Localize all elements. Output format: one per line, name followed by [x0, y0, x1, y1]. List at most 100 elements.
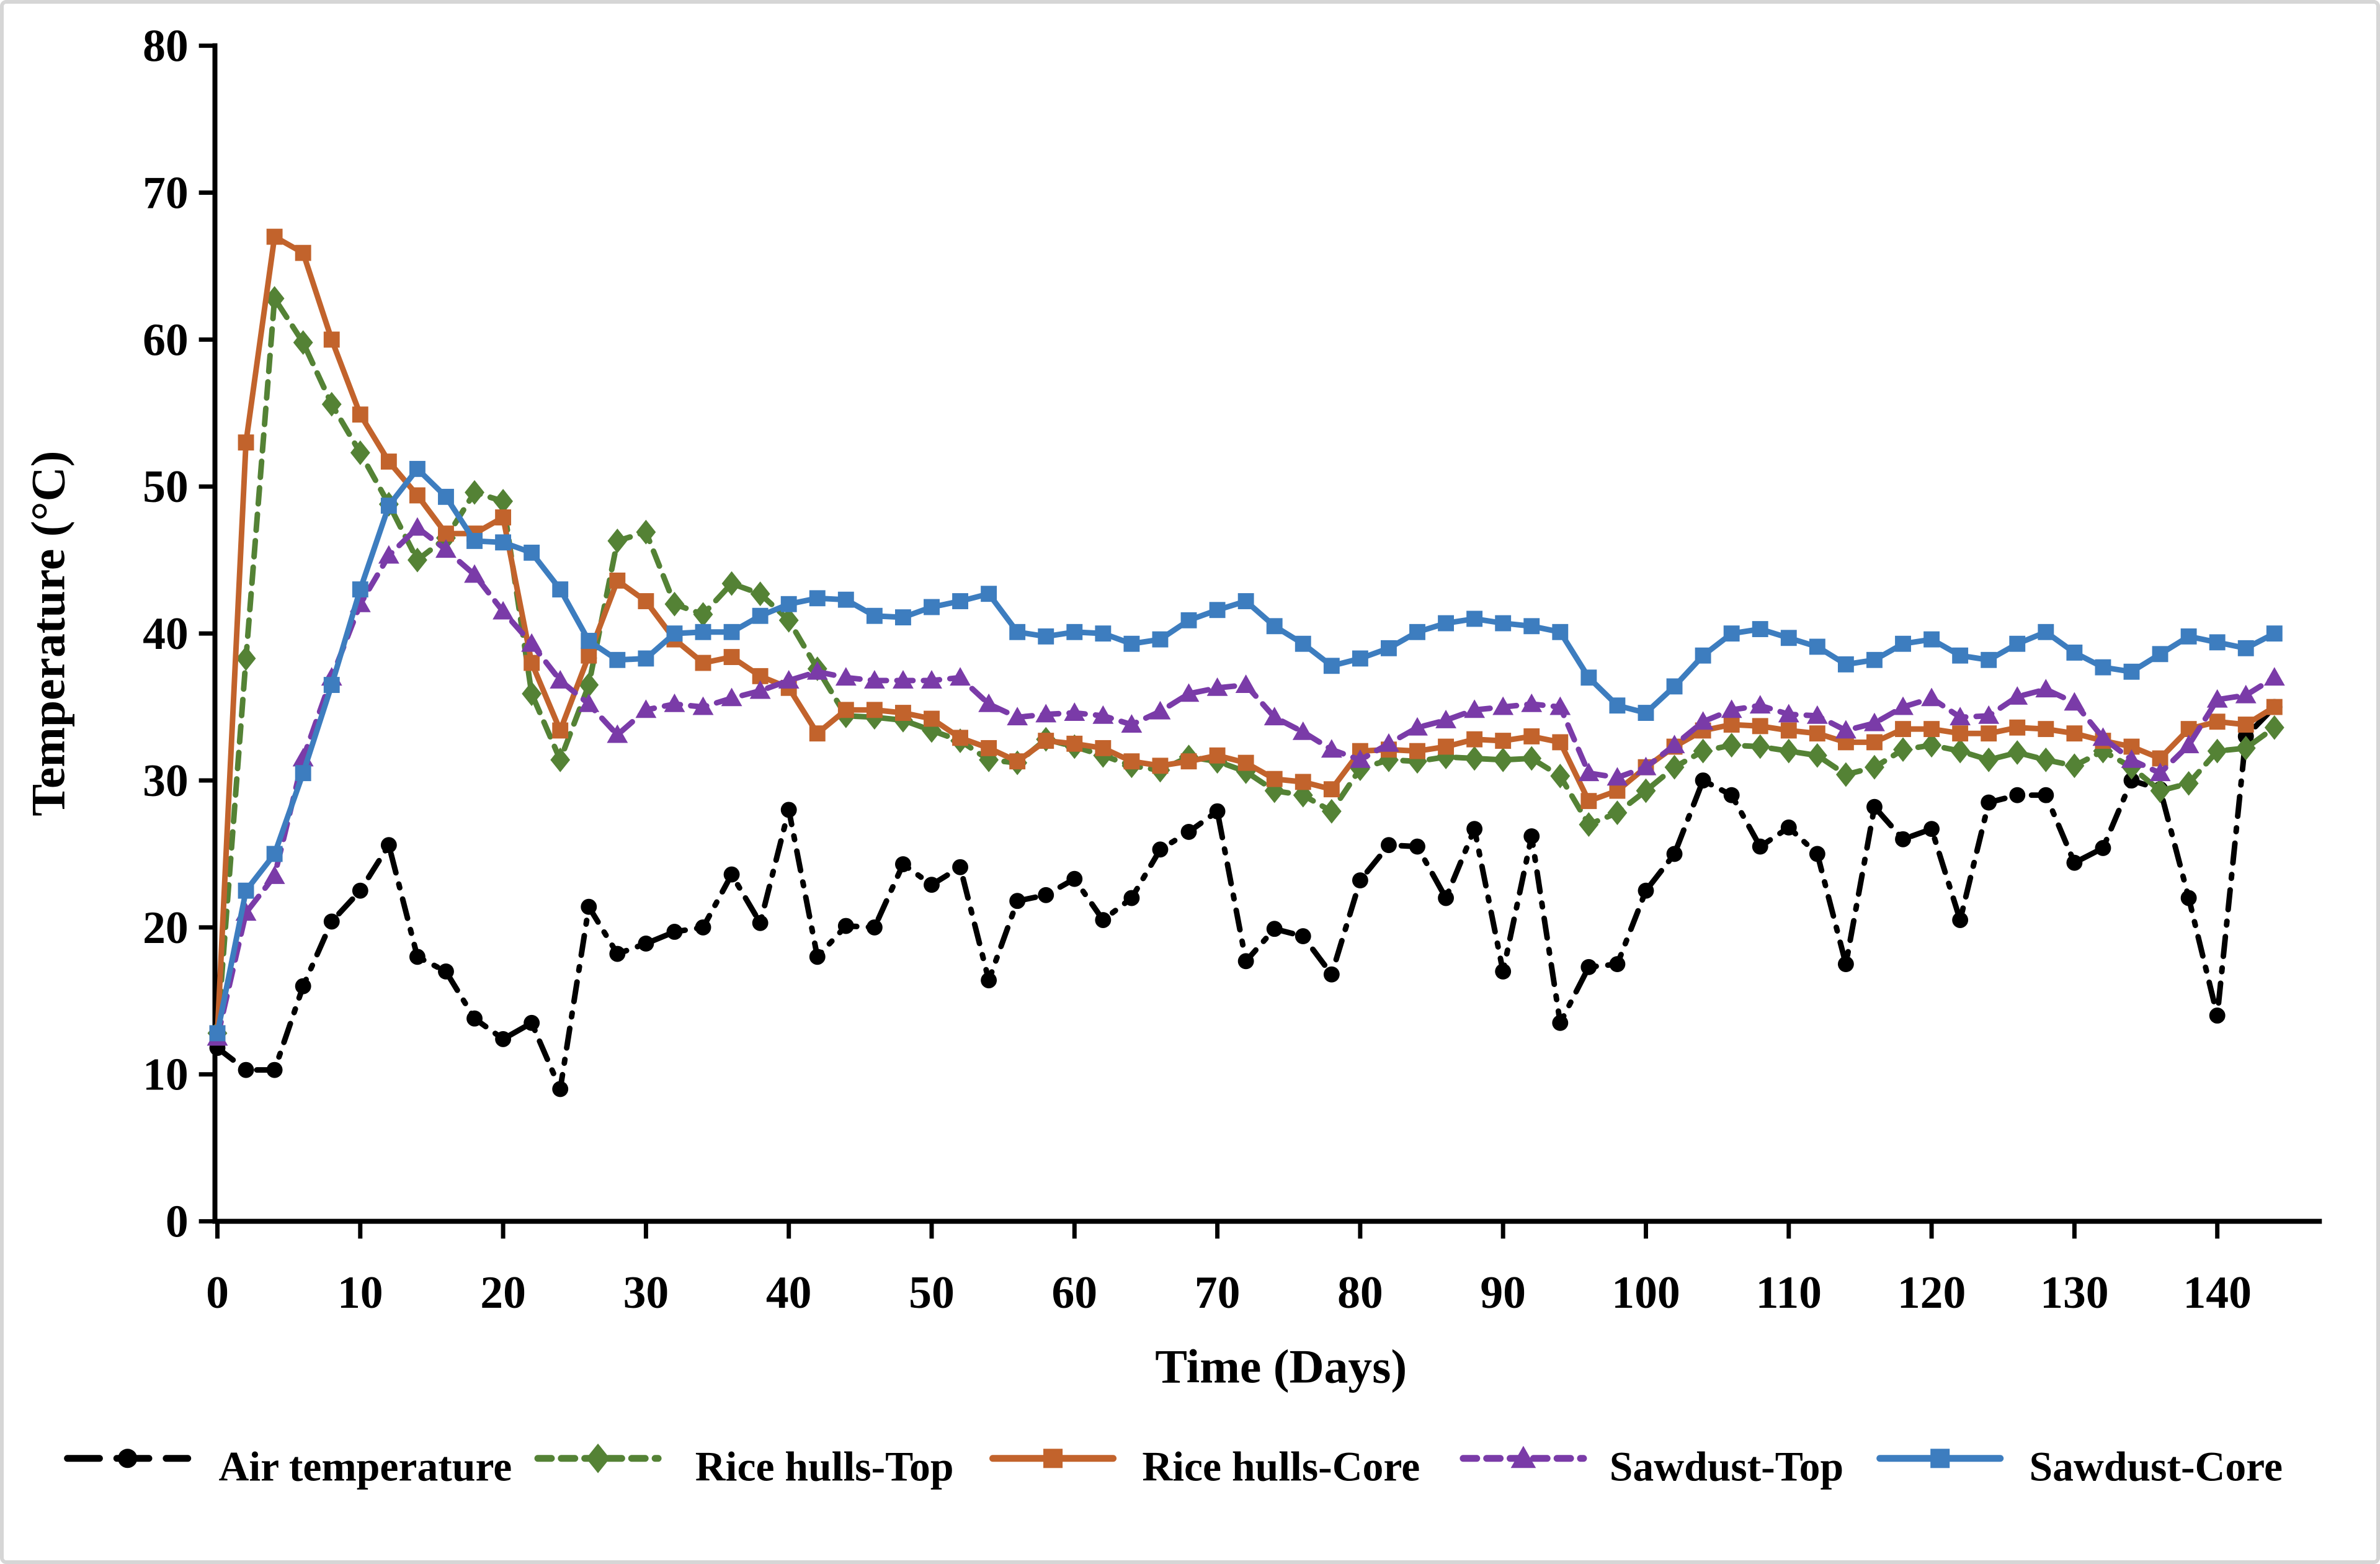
marker-square — [609, 572, 626, 589]
legend-label: Rice hulls-Top — [695, 1444, 954, 1490]
marker-circle — [2038, 787, 2054, 803]
marker-square — [409, 460, 426, 477]
marker-triangle — [721, 687, 742, 707]
marker-diamond — [1835, 762, 1856, 787]
marker-square — [1981, 725, 1997, 742]
marker-square — [809, 725, 826, 742]
marker-circle — [1752, 838, 1768, 855]
marker-triangle — [2206, 689, 2228, 708]
marker-circle — [438, 963, 454, 980]
marker-circle — [1123, 890, 1140, 906]
marker-triangle — [1149, 700, 1171, 720]
marker-triangle — [806, 661, 828, 680]
x-tick-label: 60 — [1051, 1267, 1097, 1318]
marker-square — [1723, 717, 1740, 733]
marker-square — [2209, 634, 2226, 651]
marker-triangle — [1950, 707, 1971, 726]
marker-square — [1038, 628, 1054, 645]
legend-label: Sawdust-Top — [1610, 1444, 1843, 1490]
marker-square — [1266, 771, 1283, 787]
marker-square — [1381, 640, 1397, 656]
marker-diamond — [1550, 764, 1571, 789]
marker-diamond — [1922, 733, 1942, 758]
marker-triangle — [607, 724, 628, 743]
marker-diamond — [1750, 734, 1770, 759]
y-tick-label: 80 — [143, 20, 189, 71]
marker-square — [1523, 618, 1540, 635]
marker-square — [524, 655, 540, 671]
marker-square — [723, 623, 740, 640]
marker-triangle — [2121, 749, 2142, 768]
marker-circle — [295, 978, 311, 994]
marker-triangle — [2149, 762, 2171, 782]
marker-triangle — [1864, 712, 1885, 731]
marker-circle — [266, 1061, 283, 1078]
marker-triangle — [1435, 709, 1456, 728]
marker-square — [1580, 793, 1597, 810]
marker-circle — [466, 1010, 483, 1027]
marker-square — [2095, 659, 2111, 676]
marker-circle — [1209, 803, 1226, 820]
marker-triangle — [1607, 767, 1628, 786]
marker-circle — [2009, 787, 2026, 803]
marker-triangle — [1721, 699, 1742, 718]
marker-circle — [1923, 821, 1940, 838]
marker-diamond — [2178, 771, 2199, 796]
x-tick-label: 100 — [1611, 1267, 1680, 1318]
y-tick-label: 40 — [143, 608, 189, 659]
legend-item-rice-hulls-core: Rice hulls-Core — [989, 1444, 1420, 1490]
marker-circle — [1552, 1014, 1569, 1031]
marker-circle — [666, 924, 683, 940]
marker-triangle — [778, 670, 800, 689]
series-sawdust-top-markers — [207, 517, 2285, 1046]
marker-square — [380, 498, 397, 514]
legend-label: Air temperature — [218, 1444, 512, 1490]
marker-circle — [981, 972, 997, 989]
marker-square — [209, 1025, 226, 1042]
y-axis-title: Temperature (°C) — [22, 451, 75, 816]
marker-square — [1552, 623, 1569, 640]
marker-triangle — [835, 667, 857, 686]
marker-circle — [1066, 870, 1083, 887]
marker-circle — [1266, 921, 1283, 937]
marker-square — [1609, 697, 1626, 714]
marker-circle — [695, 919, 711, 936]
marker-diamond — [1807, 743, 1827, 768]
marker-circle — [1295, 928, 1311, 945]
x-tick-label: 140 — [2183, 1267, 2251, 1318]
marker-diamond — [1664, 754, 1685, 780]
marker-triangle — [1892, 696, 1914, 715]
marker-square — [866, 607, 883, 624]
marker-square — [295, 244, 311, 261]
marker-diamond — [579, 673, 599, 697]
marker-square — [638, 593, 654, 609]
marker-square — [1866, 651, 1883, 668]
marker-diamond — [586, 1443, 610, 1473]
marker-triangle — [2235, 684, 2257, 704]
marker-circle — [238, 1061, 254, 1078]
marker-triangle — [1178, 683, 1200, 702]
marker-diamond — [1464, 746, 1485, 771]
marker-square — [1152, 757, 1169, 774]
legend-item-rice-hulls-top: Rice hulls-Top — [534, 1443, 954, 1490]
marker-triangle — [635, 699, 657, 718]
x-tick-label: 130 — [2040, 1267, 2108, 1318]
marker-circle — [552, 1081, 569, 1097]
legend-item-sawdust-core: Sawdust-Core — [1876, 1444, 2283, 1490]
marker-square — [266, 846, 283, 862]
marker-square — [695, 623, 711, 640]
marker-triangle — [921, 670, 942, 689]
marker-diamond — [1579, 812, 1599, 837]
marker-diamond — [664, 591, 685, 617]
marker-square — [952, 593, 968, 609]
marker-triangle — [1664, 735, 1685, 754]
marker-square — [666, 625, 683, 642]
marker-circle — [1466, 821, 1483, 838]
marker-triangle — [978, 693, 1000, 712]
marker-circle — [952, 859, 968, 875]
marker-diamond — [2036, 747, 2056, 772]
marker-square — [1438, 738, 1455, 755]
marker-square — [1866, 734, 1883, 751]
series-air-temperature — [209, 699, 2283, 1097]
marker-diamond — [550, 747, 571, 772]
